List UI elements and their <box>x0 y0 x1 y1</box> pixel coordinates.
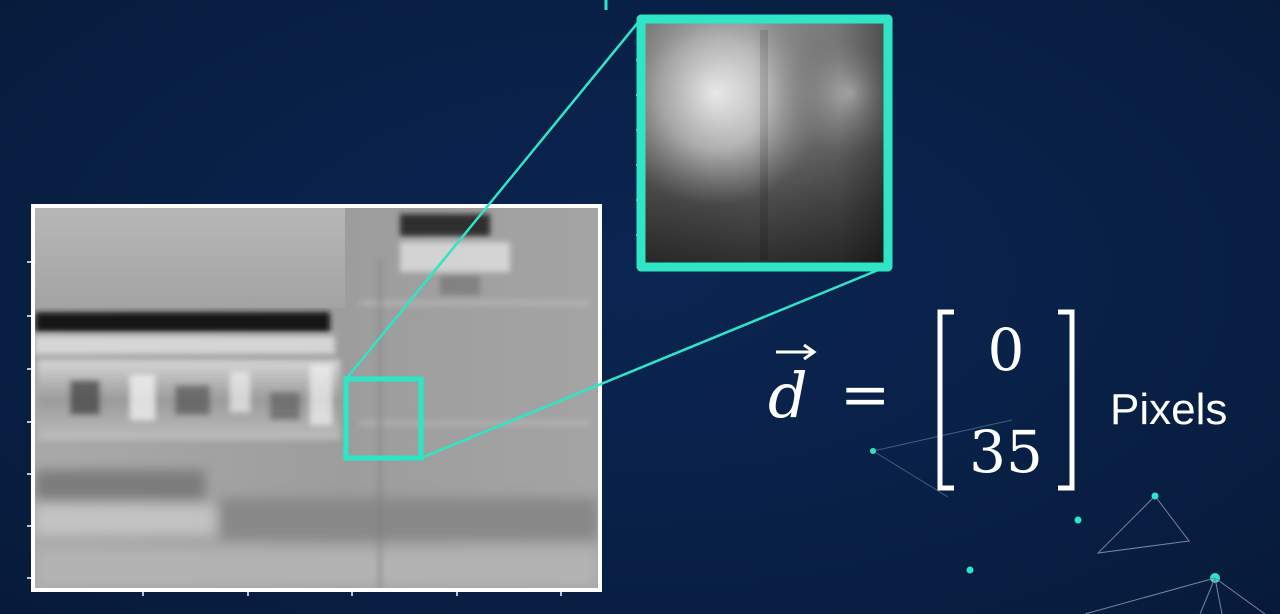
decor-dot <box>1074 516 1082 524</box>
matrix-brackets <box>937 309 1075 491</box>
decor-line <box>872 450 949 498</box>
decor-dot <box>870 448 876 454</box>
main-image-ticks <box>27 261 562 596</box>
decor-dot <box>966 566 974 574</box>
decor-triangle <box>1096 495 1190 554</box>
zoom-frame <box>636 14 893 272</box>
connector-line-bottom <box>420 264 889 460</box>
vector-component-y: 35 <box>969 418 1043 486</box>
connector-line-top <box>345 19 641 380</box>
vector-symbol: d <box>768 359 808 432</box>
vector-component-x: 0 <box>988 316 1025 384</box>
decor-dot <box>1151 492 1159 500</box>
vector-d: d <box>768 343 817 432</box>
decor-line <box>1214 577 1266 614</box>
zoom-inset-image <box>640 18 888 268</box>
decor-line <box>1084 577 1216 614</box>
equals-sign: = <box>840 360 890 430</box>
decor-line <box>1199 577 1216 614</box>
unit-label: Pixels <box>1110 385 1227 434</box>
selection-box <box>343 376 424 461</box>
zoom-connector <box>345 19 889 460</box>
displacement-equation: d = 0 35 Pixels <box>768 309 1227 491</box>
decor-line <box>1214 577 1223 614</box>
main-image <box>35 208 598 588</box>
